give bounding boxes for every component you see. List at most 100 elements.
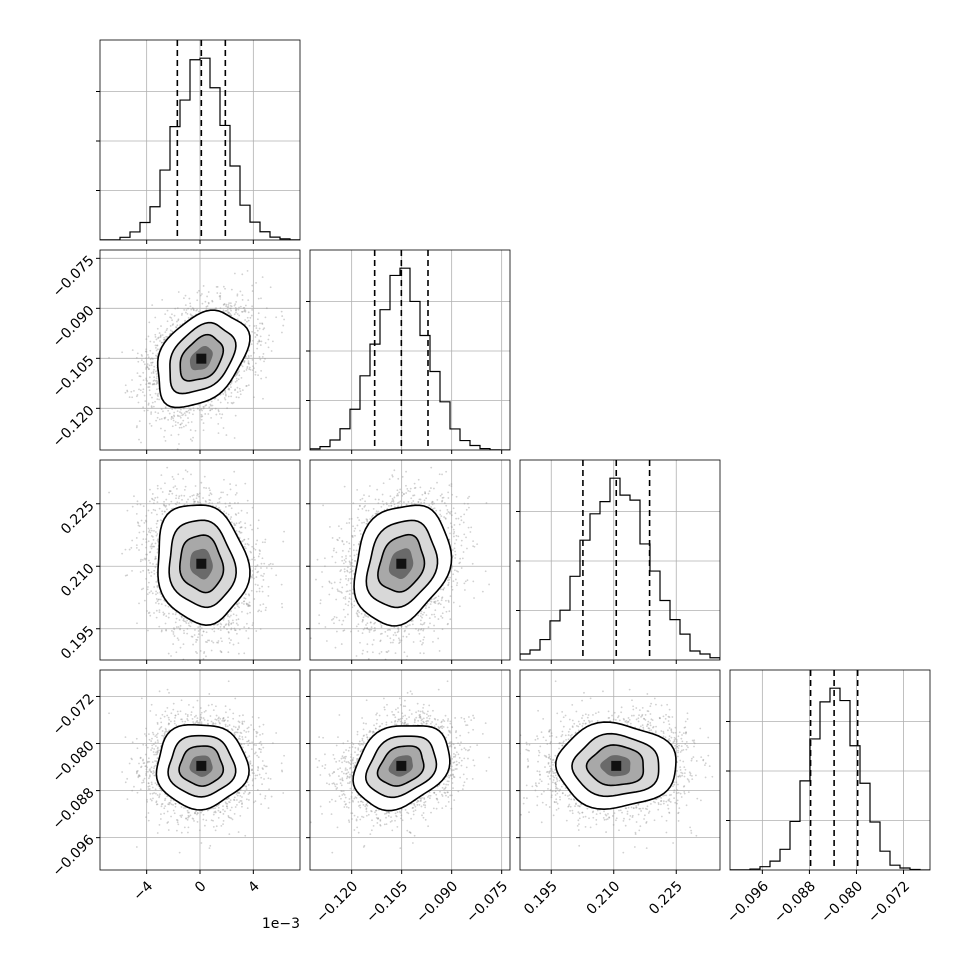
scatter-point — [173, 415, 176, 418]
scatter-point — [150, 543, 153, 546]
scatter-point — [208, 487, 211, 490]
scatter-point — [258, 356, 261, 358]
scatter-point — [185, 501, 188, 503]
scatter-point — [136, 521, 139, 524]
scatter-point — [250, 551, 252, 554]
scatter-point — [234, 303, 237, 306]
scatter-point — [146, 363, 149, 366]
scatter-point — [229, 304, 232, 307]
scatter-point — [188, 624, 190, 627]
scatter-point — [253, 396, 255, 399]
scatter-point — [251, 624, 254, 627]
scatter-point — [217, 623, 220, 626]
scatter-point — [192, 407, 195, 409]
scatter-point — [153, 383, 156, 386]
scatter-point — [197, 407, 199, 410]
scatter-point — [226, 407, 228, 410]
scatter-point — [155, 580, 158, 583]
scatter-point — [156, 375, 158, 378]
scatter-point — [142, 388, 145, 391]
scatter-point — [180, 615, 183, 618]
scatter-point — [131, 396, 134, 399]
scatter-point — [151, 304, 154, 307]
scatter-point — [148, 367, 150, 370]
scatter-point — [136, 394, 139, 396]
scatter-point — [148, 386, 151, 388]
scatter-point — [265, 376, 267, 379]
scatter-point — [155, 563, 158, 566]
scatter-point — [150, 361, 152, 364]
scatter-point — [224, 391, 227, 394]
scatter-point — [256, 584, 259, 587]
scatter-point — [251, 369, 254, 372]
scatter-point — [228, 387, 230, 390]
scatter-point — [162, 338, 165, 341]
scatter-point — [219, 307, 222, 310]
scatter-point — [228, 302, 230, 305]
scatter-point — [154, 542, 157, 545]
scatter-point — [189, 620, 192, 623]
scatter-point — [149, 382, 151, 385]
scatter-point — [246, 612, 249, 615]
scatter-point — [226, 308, 229, 311]
scatter-point — [148, 368, 150, 371]
scatter-point — [261, 323, 264, 325]
scatter-point — [248, 594, 251, 597]
scatter-point — [140, 441, 142, 444]
scatter-point — [150, 411, 153, 414]
scatter-point — [267, 338, 270, 341]
scatter-point — [156, 348, 159, 351]
scatter-point — [225, 305, 227, 308]
scatter-point — [236, 605, 239, 608]
scatter-point — [153, 612, 155, 614]
scatter-point — [262, 352, 265, 355]
scatter-point — [179, 423, 182, 426]
scatter-point — [217, 422, 220, 425]
scatter-point — [209, 409, 211, 412]
scatter-point — [154, 344, 157, 347]
scatter-point — [242, 540, 244, 542]
scatter-point — [143, 409, 146, 412]
scatter-point — [153, 586, 156, 588]
scatter-point — [202, 407, 205, 410]
scatter-point — [227, 622, 230, 625]
scatter-point — [182, 619, 185, 622]
scatter-point — [196, 652, 198, 655]
scatter-point — [205, 404, 208, 406]
scatter-point — [244, 310, 247, 313]
scatter-point — [247, 354, 250, 357]
scatter-point — [247, 319, 250, 322]
scatter-point — [211, 300, 214, 303]
scatter-point — [226, 493, 229, 496]
scatter-point — [199, 501, 202, 504]
scatter-point — [156, 551, 159, 554]
scatter-point — [211, 299, 214, 302]
scatter-point — [224, 394, 227, 397]
scatter-point — [155, 609, 158, 612]
scatter-point — [177, 415, 180, 418]
scatter-point — [247, 604, 250, 607]
scatter-point — [251, 309, 254, 311]
scatter-point — [202, 285, 205, 287]
scatter-point — [244, 597, 247, 600]
scatter-point — [213, 630, 216, 633]
scatter-point — [230, 401, 233, 404]
scatter-point — [154, 400, 156, 403]
scatter-point — [246, 367, 249, 370]
scatter-point — [171, 475, 174, 478]
scatter-point — [183, 412, 186, 415]
scatter-point — [161, 298, 164, 301]
scatter-point — [220, 417, 223, 419]
scatter-point — [236, 391, 239, 394]
scatter-point — [238, 314, 241, 317]
scatter-point — [225, 309, 228, 312]
scatter-point — [258, 549, 261, 552]
scatter-point — [171, 324, 174, 326]
scatter-point — [184, 319, 187, 322]
scatter-point — [265, 307, 268, 310]
scatter-point — [247, 604, 250, 607]
scatter-point — [236, 372, 239, 374]
scatter-point — [182, 617, 185, 620]
scatter-point — [135, 395, 138, 398]
scatter-point — [225, 512, 228, 515]
